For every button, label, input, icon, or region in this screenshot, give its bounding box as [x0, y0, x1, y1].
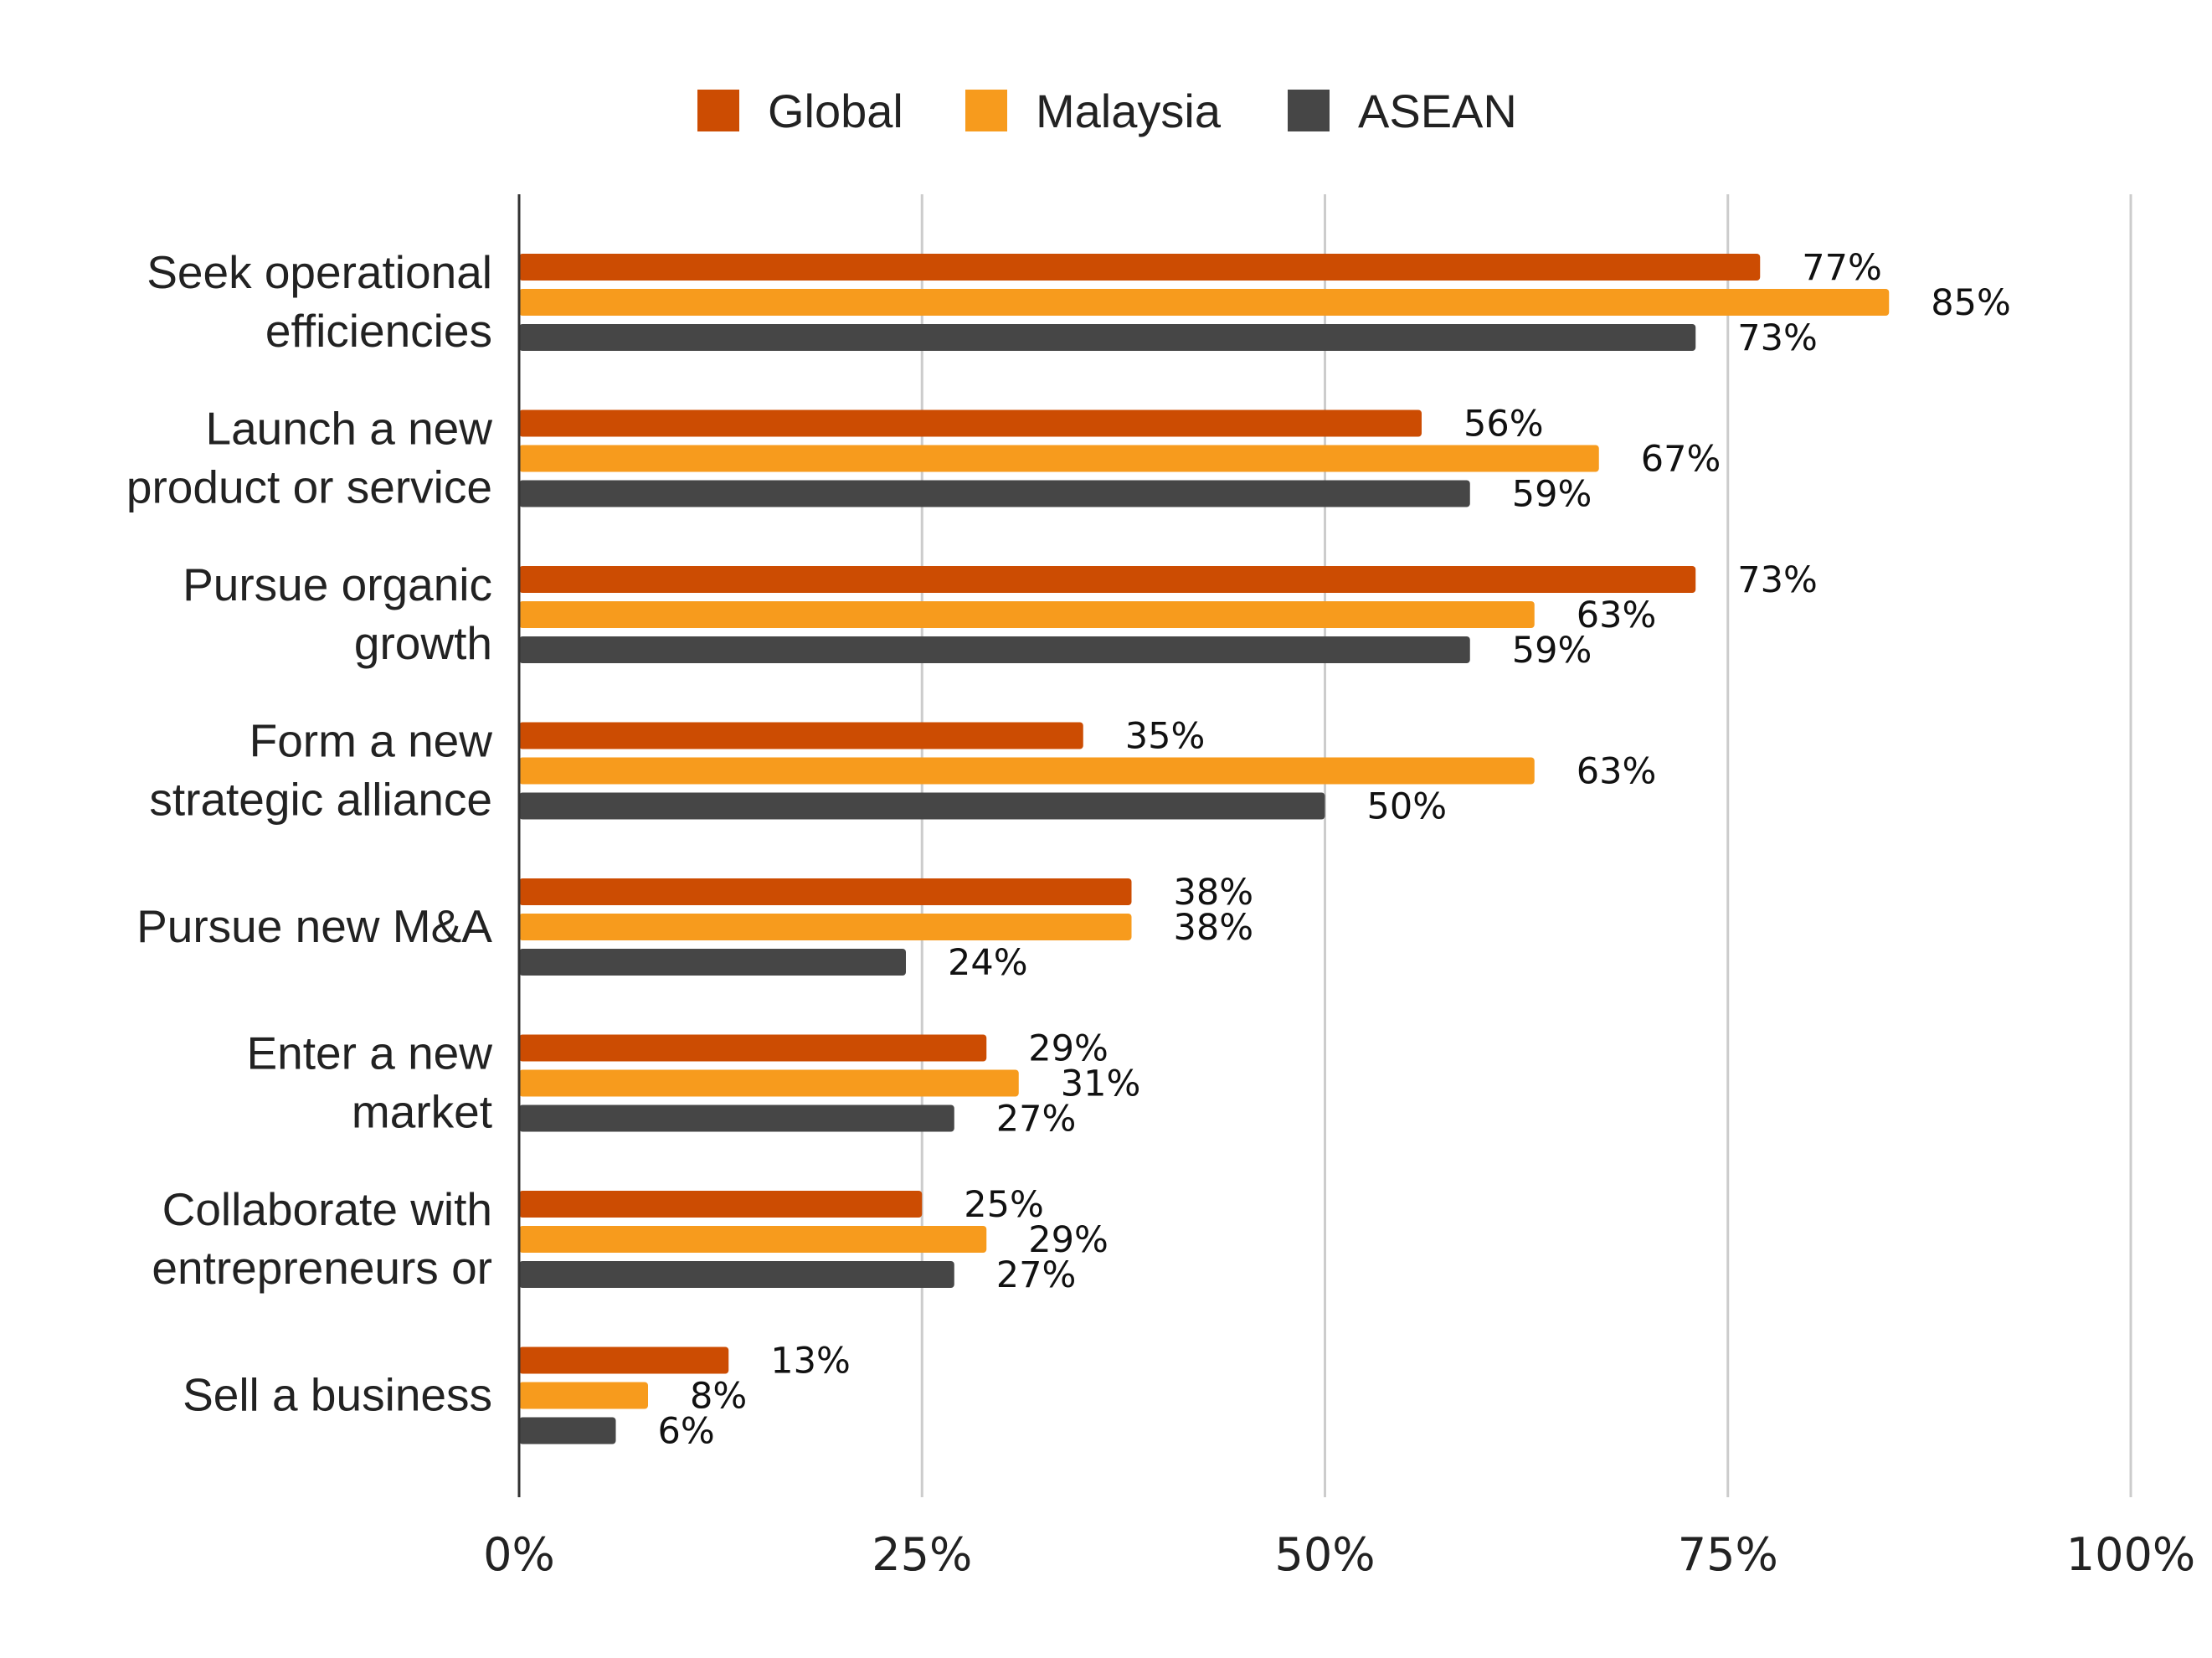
category-label: Pursue organic [183, 559, 492, 610]
data-label-global: 38% [1174, 872, 1254, 914]
data-label-malaysia: 85% [1931, 282, 2011, 324]
bar-global-5 [519, 1034, 987, 1062]
bar-asean-7 [519, 1417, 616, 1444]
bar-global-0 [519, 254, 1761, 281]
x-tick-label: 50% [1274, 1528, 1375, 1581]
bar-malaysia-6 [519, 1226, 987, 1253]
data-label-global: 35% [1125, 716, 1206, 758]
bar-malaysia-2 [519, 601, 1535, 628]
bar-global-2 [519, 566, 1696, 593]
bar-malaysia-4 [519, 914, 1132, 940]
data-label-asean: 73% [1737, 317, 1818, 359]
category-label: Pursue new M&A [136, 900, 492, 952]
bar-asean-0 [519, 324, 1696, 351]
bar-asean-2 [519, 636, 1470, 663]
legend-label-global: Global [768, 85, 903, 137]
data-label-global: 13% [770, 1341, 851, 1383]
legend-swatch-global [697, 90, 739, 131]
data-label-asean: 27% [996, 1254, 1077, 1296]
bar-malaysia-5 [519, 1069, 1019, 1097]
category-label: Enter a new [246, 1027, 492, 1079]
legend: Global Malaysia ASEAN [697, 85, 1517, 137]
bar-global-4 [519, 878, 1132, 905]
axes: 0% 25% 50% 75% 100% Seek operational efficienc… [126, 194, 2195, 1581]
bar-global-6 [519, 1191, 923, 1218]
data-label-asean: 50% [1367, 786, 1448, 828]
data-labels: 77%56%73%35%38%29%25%13%85%67%63%63%38%3… [658, 247, 2011, 1453]
category-label: strategic alliance [149, 774, 492, 826]
data-label-asean: 59% [1512, 630, 1592, 672]
bar-malaysia-3 [519, 757, 1535, 785]
bar-malaysia-1 [519, 445, 1599, 472]
category-label: entrepreneurs or [152, 1242, 492, 1294]
category-label: Launch a new [206, 403, 493, 455]
data-label-global: 56% [1464, 404, 1544, 445]
category-label: Seek operational [147, 246, 492, 298]
gridlines [920, 194, 2132, 1497]
category-label: market [352, 1086, 492, 1138]
legend-swatch-asean [1288, 90, 1330, 131]
data-label-asean: 6% [658, 1411, 715, 1453]
data-label-malaysia: 31% [1061, 1063, 1141, 1105]
bar-asean-5 [519, 1104, 954, 1132]
legend-label-malaysia: Malaysia [1036, 85, 1222, 137]
data-label-asean: 27% [996, 1099, 1077, 1141]
data-label-malaysia: 67% [1641, 439, 1721, 481]
data-label-malaysia: 38% [1174, 907, 1254, 949]
data-label-asean: 24% [948, 942, 1028, 984]
x-tick-label: 0% [483, 1528, 555, 1581]
bar-global-7 [519, 1346, 729, 1374]
data-label-global: 73% [1737, 559, 1818, 601]
bar-asean-6 [519, 1261, 954, 1288]
category-label: Sell a business [183, 1369, 492, 1421]
data-label-global: 77% [1802, 247, 1882, 289]
data-label-global: 25% [964, 1184, 1044, 1226]
bar-asean-1 [519, 480, 1470, 507]
bar-asean-4 [519, 949, 906, 976]
legend-swatch-malaysia [965, 90, 1007, 131]
data-label-global: 29% [1028, 1028, 1109, 1070]
bar-malaysia-7 [519, 1382, 648, 1409]
bar-asean-3 [519, 792, 1325, 820]
data-label-asean: 59% [1512, 474, 1592, 516]
data-label-malaysia: 63% [1577, 595, 1657, 636]
category-label: efficiencies [265, 305, 492, 357]
data-label-malaysia: 29% [1028, 1219, 1109, 1261]
x-tick-label: 75% [1678, 1528, 1778, 1581]
data-label-malaysia: 63% [1577, 751, 1657, 793]
category-label: Form a new [249, 715, 493, 767]
x-tick-label: 100% [2066, 1528, 2195, 1581]
bars [519, 254, 1890, 1444]
category-label: growth [354, 617, 492, 669]
legend-label-asean: ASEAN [1358, 85, 1517, 137]
bar-malaysia-0 [519, 289, 1890, 316]
category-label: product or service [126, 461, 492, 513]
category-label: Collaborate with [162, 1183, 492, 1235]
bar-global-1 [519, 409, 1422, 437]
data-label-malaysia: 8% [690, 1376, 747, 1418]
x-tick-label: 25% [872, 1528, 972, 1581]
bar-global-3 [519, 722, 1083, 749]
